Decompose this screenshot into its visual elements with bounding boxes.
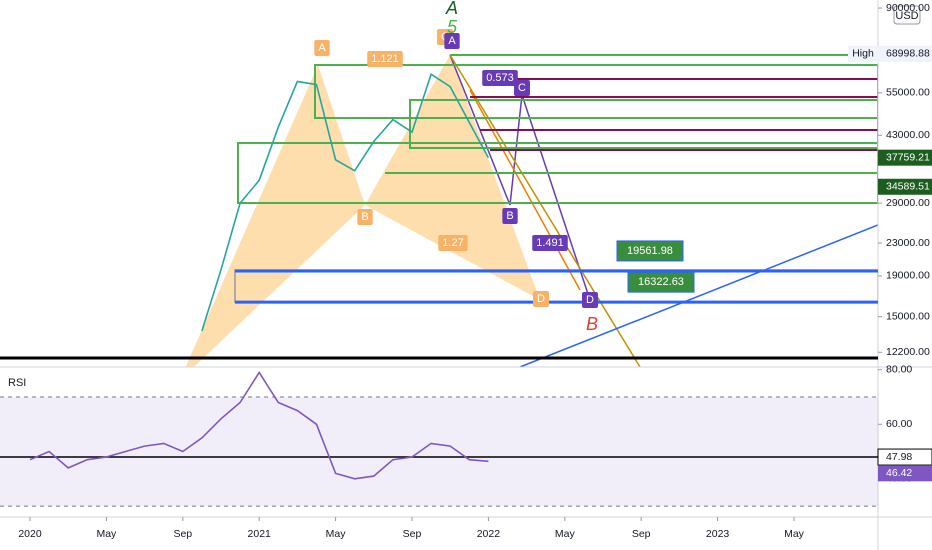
pattern-label-bg — [314, 40, 330, 56]
y-tick-label: 23000.00 — [886, 237, 930, 249]
x-tick-label: Sep — [403, 528, 422, 540]
pattern-label: D — [586, 294, 594, 306]
pattern-label: 0.573 — [486, 72, 514, 84]
x-tick-label: May — [326, 528, 347, 540]
price-label: 37759.21 — [886, 151, 930, 163]
y-tick-label: 12200.00 — [886, 346, 930, 358]
x-tick-label: Sep — [632, 528, 651, 540]
pattern-label: A — [445, 0, 458, 18]
x-tick-label: Sep — [173, 528, 192, 540]
pattern-label-bg — [444, 33, 460, 49]
rsi-title: RSI — [8, 377, 26, 389]
trend-line — [449, 54, 641, 367]
price-badge — [878, 178, 932, 195]
price-badge — [878, 45, 932, 62]
x-tick-label: May — [784, 528, 805, 540]
currency: USD — [895, 10, 918, 22]
y-tick-label: 43000.00 — [886, 129, 930, 141]
pattern-label: A — [318, 42, 326, 54]
y-tick-label: 15000.00 — [886, 310, 930, 322]
pattern-label-bg — [482, 70, 518, 86]
axis-badge — [877, 448, 932, 466]
zone-box — [237, 142, 878, 204]
currency-badge[interactable] — [893, 5, 921, 25]
target-box — [616, 240, 684, 262]
rsi-last-value: 46.42 — [886, 467, 912, 479]
x-tick-label: 2020 — [18, 528, 42, 540]
pattern-label: C — [518, 82, 526, 94]
pattern-label: D — [537, 293, 545, 305]
channel-line — [519, 224, 878, 367]
y-tick-label: 80.00 — [886, 364, 912, 376]
x-tick-label: 2022 — [477, 528, 501, 540]
zone-box — [314, 64, 878, 119]
layer — [29, 371, 489, 480]
pattern-label-bg — [532, 235, 568, 251]
x-tick-label: 2023 — [706, 528, 730, 540]
pattern-label: 1.491 — [536, 237, 564, 249]
pattern-label: B — [586, 314, 598, 334]
y-tick-label: 90000.00 — [886, 2, 930, 14]
price-label: 68998.88 — [886, 48, 930, 60]
price-tag-label: High — [852, 48, 874, 60]
y-tick-label: 55000.00 — [886, 87, 930, 99]
x-tick-label: May — [555, 528, 576, 540]
layer — [0, 72, 878, 360]
y-tick-label: 60.00 — [886, 418, 912, 430]
pattern-label: 1.27 — [442, 237, 463, 249]
price-label: 34589.51 — [886, 181, 930, 193]
trend-line — [469, 89, 581, 291]
harmonic-bcd — [365, 55, 540, 300]
series-line — [29, 371, 489, 480]
pattern-label: B — [506, 210, 513, 222]
target-box — [627, 271, 695, 293]
pattern-label-bg — [533, 291, 549, 307]
rsi-band-fill — [0, 397, 878, 507]
harmonic-xab — [185, 65, 365, 367]
pattern-label: 5 — [447, 17, 458, 37]
zone-box — [234, 269, 878, 303]
target-label: 19561.98 — [627, 245, 673, 257]
pattern-label-bg — [357, 209, 373, 225]
x-tick-label: 2021 — [248, 528, 272, 540]
zone-box — [409, 99, 878, 149]
y-tick-label: 29000.00 — [886, 197, 930, 209]
price-tag — [848, 45, 878, 62]
pattern-label: B — [361, 211, 368, 223]
pattern-label-bg — [502, 208, 518, 224]
pattern-layer — [185, 54, 878, 367]
pattern-label: 1.121 — [371, 53, 399, 65]
y-tick-label: 19000.00 — [886, 270, 930, 282]
pattern-label-bg — [514, 80, 530, 96]
target-label: 16322.63 — [638, 276, 684, 288]
x-tick-label: May — [96, 528, 117, 540]
axis-badge — [878, 465, 932, 482]
pattern-label: A — [448, 35, 456, 47]
price-badge — [878, 149, 932, 166]
layer — [0, 396, 878, 507]
pattern-label-bg — [438, 235, 468, 251]
pattern-label-bg — [582, 292, 598, 308]
series-line — [201, 72, 490, 332]
pattern-label-bg — [367, 51, 403, 67]
rsi-level-label: 47.98 — [886, 451, 912, 463]
